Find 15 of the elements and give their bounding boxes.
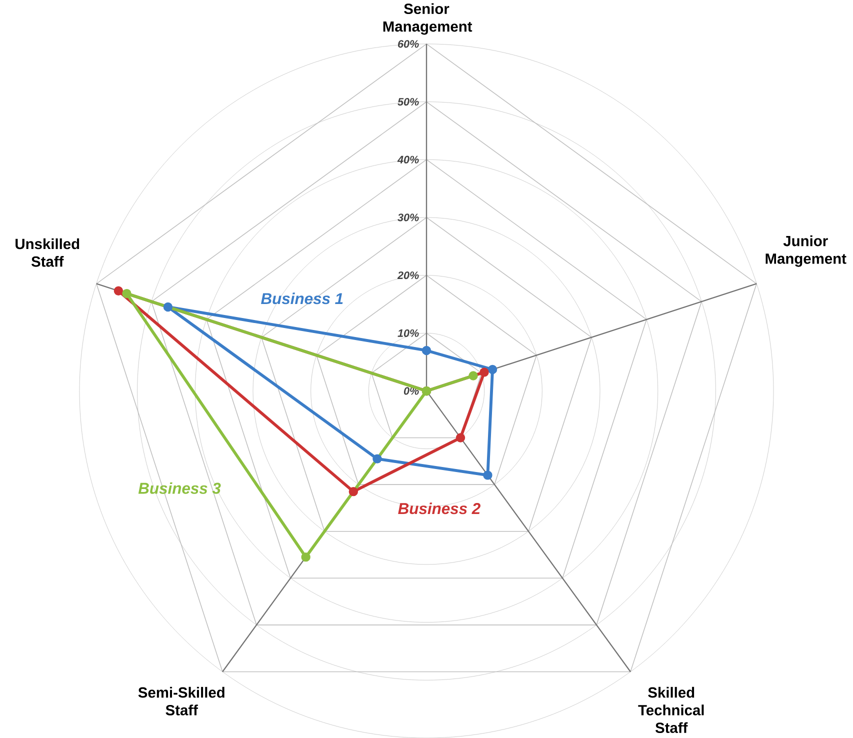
spoke-label: Unskilled Staff (16, 238, 80, 267)
y-tick-label: 30% (398, 214, 419, 222)
spoke-label: Senior Management (383, 3, 472, 35)
series-label: Business 1 (261, 292, 343, 304)
y-tick-label: 60% (398, 40, 419, 48)
spoke-label: Semi-Skilled Staff (138, 686, 224, 716)
series-label: Business 3 (138, 482, 221, 494)
y-tick-label: 50% (398, 98, 419, 106)
spoke-label: Skilled Technical Staff (638, 686, 704, 733)
y-tick-label: 0% (404, 387, 419, 395)
y-tick-label: 10% (398, 329, 419, 337)
y-tick-label: 20% (397, 271, 419, 280)
y-tick-label: 40% (397, 156, 419, 164)
series-label: Business 2 (398, 502, 480, 514)
spoke-label: Junior Mangement (766, 235, 846, 267)
